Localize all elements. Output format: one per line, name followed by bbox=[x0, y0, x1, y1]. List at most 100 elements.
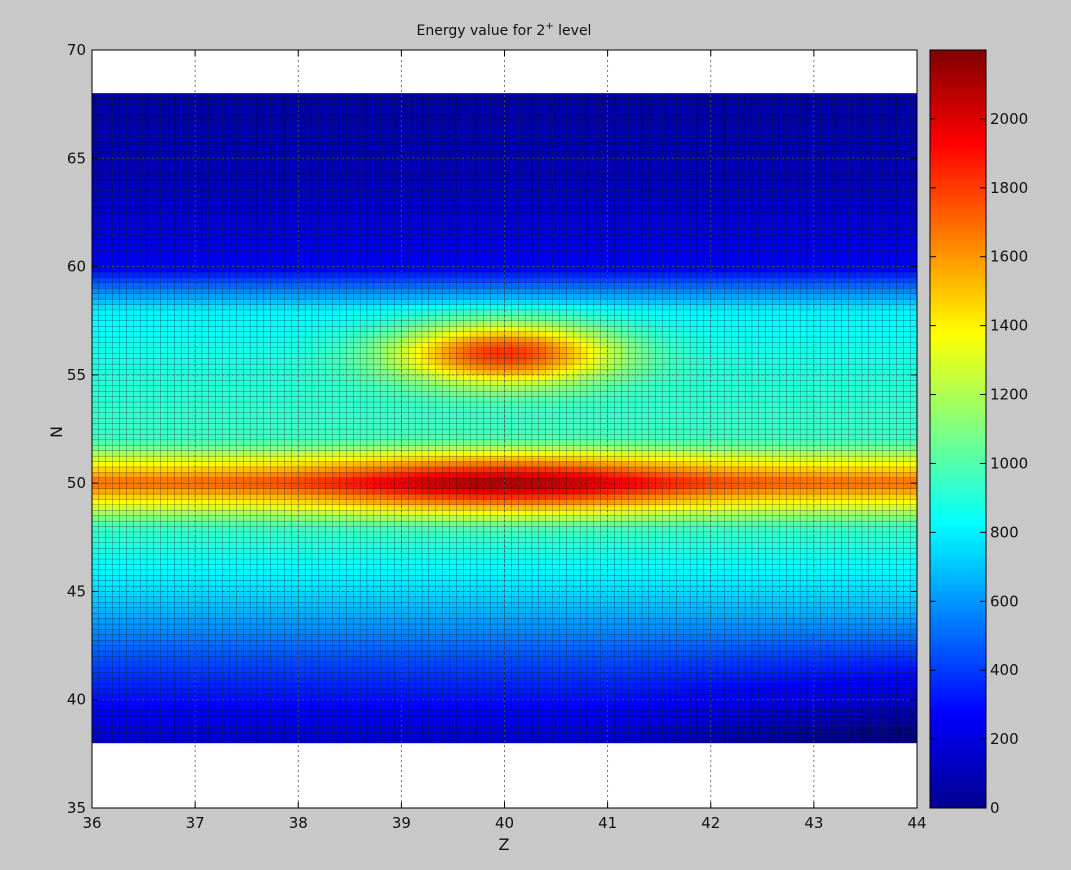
heatmap-cell bbox=[841, 634, 849, 641]
heatmap-cell bbox=[889, 607, 897, 614]
heatmap-cell bbox=[806, 531, 815, 538]
heatmap-cell bbox=[277, 596, 285, 603]
heatmap-cell bbox=[717, 585, 725, 592]
heatmap-cell bbox=[325, 699, 333, 706]
heatmap-cell bbox=[861, 704, 870, 711]
heatmap-cell bbox=[676, 547, 684, 554]
heatmap-cell bbox=[249, 634, 258, 641]
heatmap-cell bbox=[511, 694, 519, 700]
heatmap-cell bbox=[146, 602, 155, 608]
heatmap-cell bbox=[703, 634, 711, 641]
heatmap-cell bbox=[332, 547, 340, 554]
heatmap-cell bbox=[683, 634, 691, 641]
heatmap-cell bbox=[854, 710, 863, 717]
heatmap-cell bbox=[841, 704, 849, 711]
heatmap-cell bbox=[387, 515, 395, 522]
heatmap-cell bbox=[868, 564, 876, 570]
heatmap-cell bbox=[772, 623, 780, 630]
heatmap-cell bbox=[621, 661, 629, 668]
heatmap-cell bbox=[421, 602, 430, 608]
heatmap-cell bbox=[786, 699, 794, 706]
heatmap-cell bbox=[401, 526, 409, 533]
heatmap-cell bbox=[497, 667, 505, 673]
heatmap-cell bbox=[256, 623, 265, 630]
heatmap-cell bbox=[201, 526, 210, 533]
heatmap-cell bbox=[689, 694, 698, 700]
heatmap-cell bbox=[696, 639, 705, 646]
heatmap-cell bbox=[820, 558, 828, 565]
heatmap-cell bbox=[463, 656, 471, 663]
heatmap-cell bbox=[387, 575, 395, 581]
heatmap-cell bbox=[194, 656, 203, 663]
heatmap-cell bbox=[586, 732, 595, 738]
heatmap-cell bbox=[841, 553, 849, 560]
heatmap-cell bbox=[119, 634, 127, 641]
heatmap-cell bbox=[882, 547, 890, 554]
heatmap-cell bbox=[600, 645, 608, 652]
heatmap-cell bbox=[648, 656, 656, 663]
heatmap-cell bbox=[456, 656, 464, 663]
heatmap-cell bbox=[662, 721, 670, 728]
heatmap-cell bbox=[559, 542, 567, 549]
heatmap-cell bbox=[724, 623, 732, 630]
heatmap-cell bbox=[545, 667, 553, 673]
heatmap-cell bbox=[408, 602, 416, 608]
heatmap-cell bbox=[600, 569, 608, 576]
heatmap-cell bbox=[332, 672, 340, 679]
heatmap-cell bbox=[772, 737, 780, 744]
heatmap-cell bbox=[820, 607, 828, 614]
heatmap-cell bbox=[346, 531, 354, 538]
heatmap-cell bbox=[304, 634, 313, 641]
heatmap-cell bbox=[573, 667, 581, 673]
heatmap-cell bbox=[249, 623, 258, 630]
heatmap-cell bbox=[332, 721, 340, 728]
heatmap-cell bbox=[909, 591, 917, 598]
heatmap-cell bbox=[758, 645, 766, 652]
heatmap-cell bbox=[359, 623, 368, 630]
heatmap-cell bbox=[332, 591, 340, 598]
heatmap-cell bbox=[222, 656, 230, 663]
heatmap-cell bbox=[497, 677, 505, 684]
heatmap-cell bbox=[318, 612, 326, 619]
heatmap-cell bbox=[875, 672, 883, 679]
heatmap-cell bbox=[882, 612, 890, 619]
heatmap-cell bbox=[806, 650, 815, 657]
heatmap-cell bbox=[277, 602, 285, 608]
heatmap-cell bbox=[243, 569, 251, 576]
heatmap-cell bbox=[573, 683, 581, 690]
heatmap-cell bbox=[786, 596, 794, 603]
heatmap-cell bbox=[408, 542, 416, 549]
heatmap-cell bbox=[332, 575, 340, 581]
heatmap-cell bbox=[222, 612, 230, 619]
heatmap-cell bbox=[167, 667, 175, 673]
heatmap-cell bbox=[311, 661, 320, 668]
heatmap-cell bbox=[291, 602, 299, 608]
heatmap-cell bbox=[614, 591, 622, 598]
heatmap-cell bbox=[607, 629, 615, 635]
heatmap-cell bbox=[325, 672, 333, 679]
heatmap-cell bbox=[469, 634, 478, 641]
heatmap-cell bbox=[744, 710, 753, 717]
heatmap-cell bbox=[463, 699, 471, 706]
heatmap-cell bbox=[538, 596, 546, 603]
heatmap-cell bbox=[463, 639, 471, 646]
heatmap-cell bbox=[435, 580, 443, 587]
heatmap-cell bbox=[854, 629, 863, 635]
heatmap-cell bbox=[779, 650, 787, 657]
heatmap-cell bbox=[518, 553, 526, 560]
heatmap-cell bbox=[456, 650, 464, 657]
heatmap-cell bbox=[827, 553, 835, 560]
heatmap-cell bbox=[160, 726, 168, 733]
heatmap-cell bbox=[593, 537, 601, 543]
heatmap-cell bbox=[531, 732, 540, 738]
heatmap-cell bbox=[215, 612, 223, 619]
heatmap-cell bbox=[683, 553, 691, 560]
heatmap-cell bbox=[318, 704, 326, 711]
heatmap-cell bbox=[263, 623, 271, 630]
heatmap-cell bbox=[813, 612, 821, 619]
heatmap-cell bbox=[779, 715, 787, 722]
heatmap-cell bbox=[153, 575, 161, 581]
heatmap-cell bbox=[304, 650, 313, 657]
heatmap-cell bbox=[318, 634, 326, 641]
heatmap-cell bbox=[229, 677, 237, 684]
